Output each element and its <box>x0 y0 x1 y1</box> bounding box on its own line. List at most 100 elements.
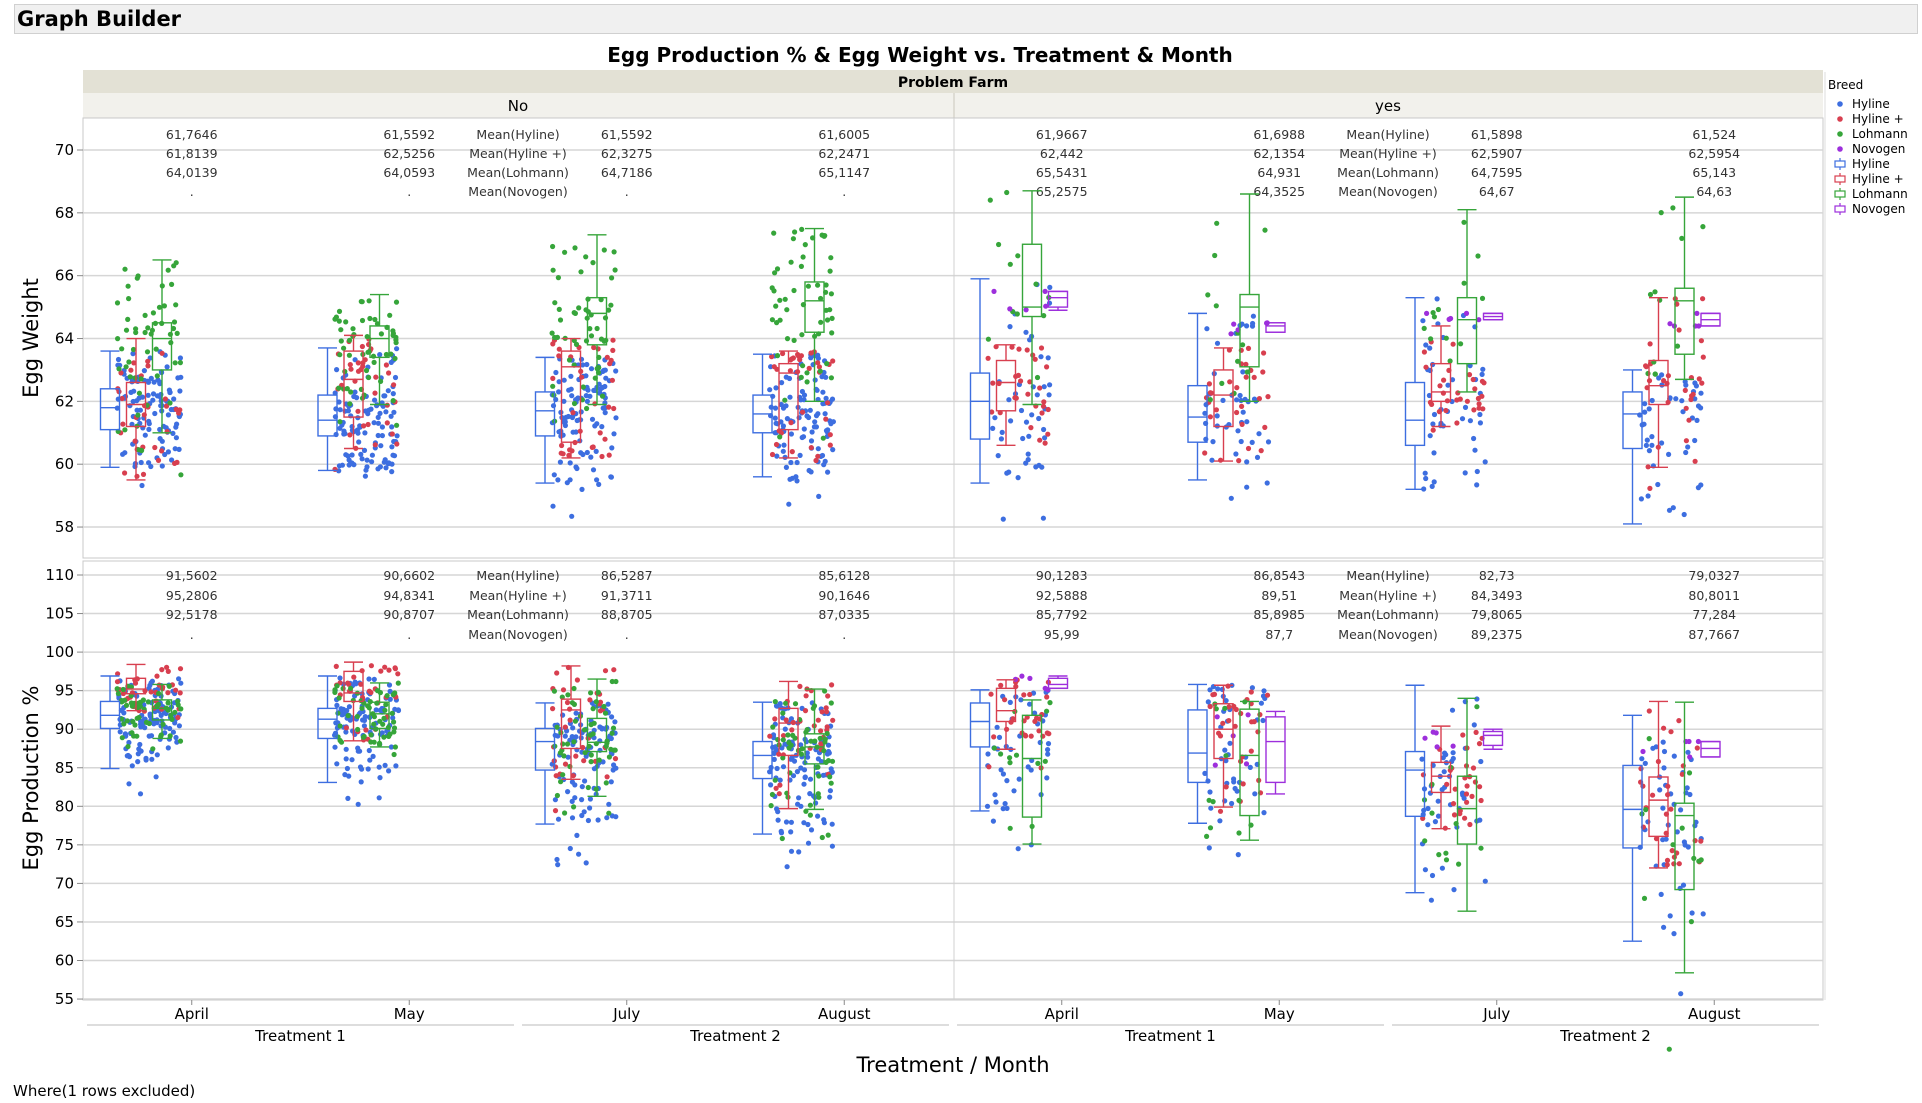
y-tick-label: 70 <box>55 874 74 892</box>
data-point <box>1443 850 1449 856</box>
x-month-label: July <box>612 1005 640 1023</box>
data-point <box>1041 399 1047 405</box>
box-iqr <box>1430 761 1452 794</box>
data-point <box>135 412 141 418</box>
data-point <box>1671 753 1677 759</box>
data-point <box>569 734 575 740</box>
data-point <box>145 699 151 705</box>
data-point <box>1254 454 1261 460</box>
data-point <box>986 764 992 770</box>
data-point <box>562 733 568 739</box>
mean-value: 95,2806 <box>166 588 218 603</box>
data-point <box>1431 411 1438 418</box>
data-point <box>777 317 783 323</box>
data-point <box>1645 493 1651 499</box>
data-point <box>146 460 152 466</box>
data-point <box>1441 377 1447 383</box>
data-point <box>1212 762 1218 768</box>
data-point <box>609 714 615 720</box>
data-point <box>779 835 785 842</box>
data-point <box>147 712 153 719</box>
data-point <box>1673 396 1679 402</box>
data-point <box>1692 458 1698 464</box>
data-point <box>1042 758 1048 764</box>
data-point <box>1474 468 1480 475</box>
data-point <box>771 364 777 370</box>
mean-value: 92,5888 <box>1036 588 1088 603</box>
mean-label-name: Mean(Novogen) <box>1338 184 1437 199</box>
mean-value: 89,2375 <box>1471 627 1523 642</box>
box-plot-hyline <box>969 689 991 812</box>
data-point <box>794 459 800 466</box>
data-point <box>388 413 394 419</box>
box-iqr <box>151 699 173 721</box>
y-tick-label: 80 <box>55 797 74 815</box>
data-point <box>1234 397 1240 403</box>
data-point <box>1441 769 1447 775</box>
group-header-label: Problem Farm <box>898 75 1008 91</box>
y-axis-title-production: Egg Production % <box>19 686 43 871</box>
box-plot-hyline <box>534 702 556 825</box>
data-point <box>364 457 370 463</box>
box-iqr <box>1265 716 1286 784</box>
data-point <box>153 774 159 780</box>
data-point <box>598 336 605 342</box>
data-point <box>604 354 610 360</box>
data-point <box>551 472 557 478</box>
data-point <box>1035 760 1041 767</box>
data-point <box>604 774 610 780</box>
data-point <box>1252 791 1258 797</box>
data-point <box>774 453 780 459</box>
data-point <box>135 273 141 279</box>
data-point <box>1638 496 1644 502</box>
data-point <box>378 331 384 337</box>
data-point <box>337 425 343 431</box>
data-point <box>579 374 585 380</box>
box-iqr <box>534 727 556 771</box>
data-point <box>1248 748 1254 754</box>
mean-value: 82,73 <box>1479 568 1515 583</box>
data-point <box>805 840 812 846</box>
boxes-yes-August <box>1622 700 1721 974</box>
data-point <box>1650 745 1656 751</box>
data-point <box>807 407 813 413</box>
data-point <box>155 701 162 708</box>
data-point <box>823 282 829 288</box>
data-point <box>1430 361 1436 368</box>
data-point <box>580 362 586 368</box>
box-iqr <box>752 740 773 780</box>
data-point <box>798 742 804 748</box>
mean-value: 61,6005 <box>818 127 870 142</box>
data-point <box>172 360 178 366</box>
data-point <box>1466 372 1473 378</box>
box-plot-lohmann <box>586 678 608 797</box>
data-point <box>115 671 121 677</box>
data-point <box>804 370 810 376</box>
data-point <box>1686 417 1692 423</box>
data-point <box>591 766 598 772</box>
data-point <box>1229 800 1235 807</box>
data-point <box>557 317 564 323</box>
points-No-April <box>114 664 184 797</box>
mean-label-name: Mean(Hyline) <box>476 127 559 142</box>
data-point <box>351 393 357 400</box>
data-point <box>793 474 799 480</box>
data-point <box>829 682 835 688</box>
data-point <box>1243 361 1249 367</box>
data-point <box>1668 806 1674 812</box>
y-tick-label: 60 <box>55 952 74 970</box>
data-point <box>369 452 375 458</box>
data-point <box>366 298 372 304</box>
data-point <box>580 744 586 751</box>
data-point <box>339 462 345 468</box>
data-point <box>130 718 136 725</box>
data-point <box>162 396 168 402</box>
data-point <box>159 463 165 469</box>
box-plot-hyline <box>99 350 121 469</box>
window-title: Graph Builder <box>17 7 182 31</box>
data-point <box>784 307 790 313</box>
data-point <box>571 739 577 745</box>
data-point <box>1264 480 1270 486</box>
data-point <box>173 302 179 308</box>
box-plot-hyline <box>534 356 556 484</box>
